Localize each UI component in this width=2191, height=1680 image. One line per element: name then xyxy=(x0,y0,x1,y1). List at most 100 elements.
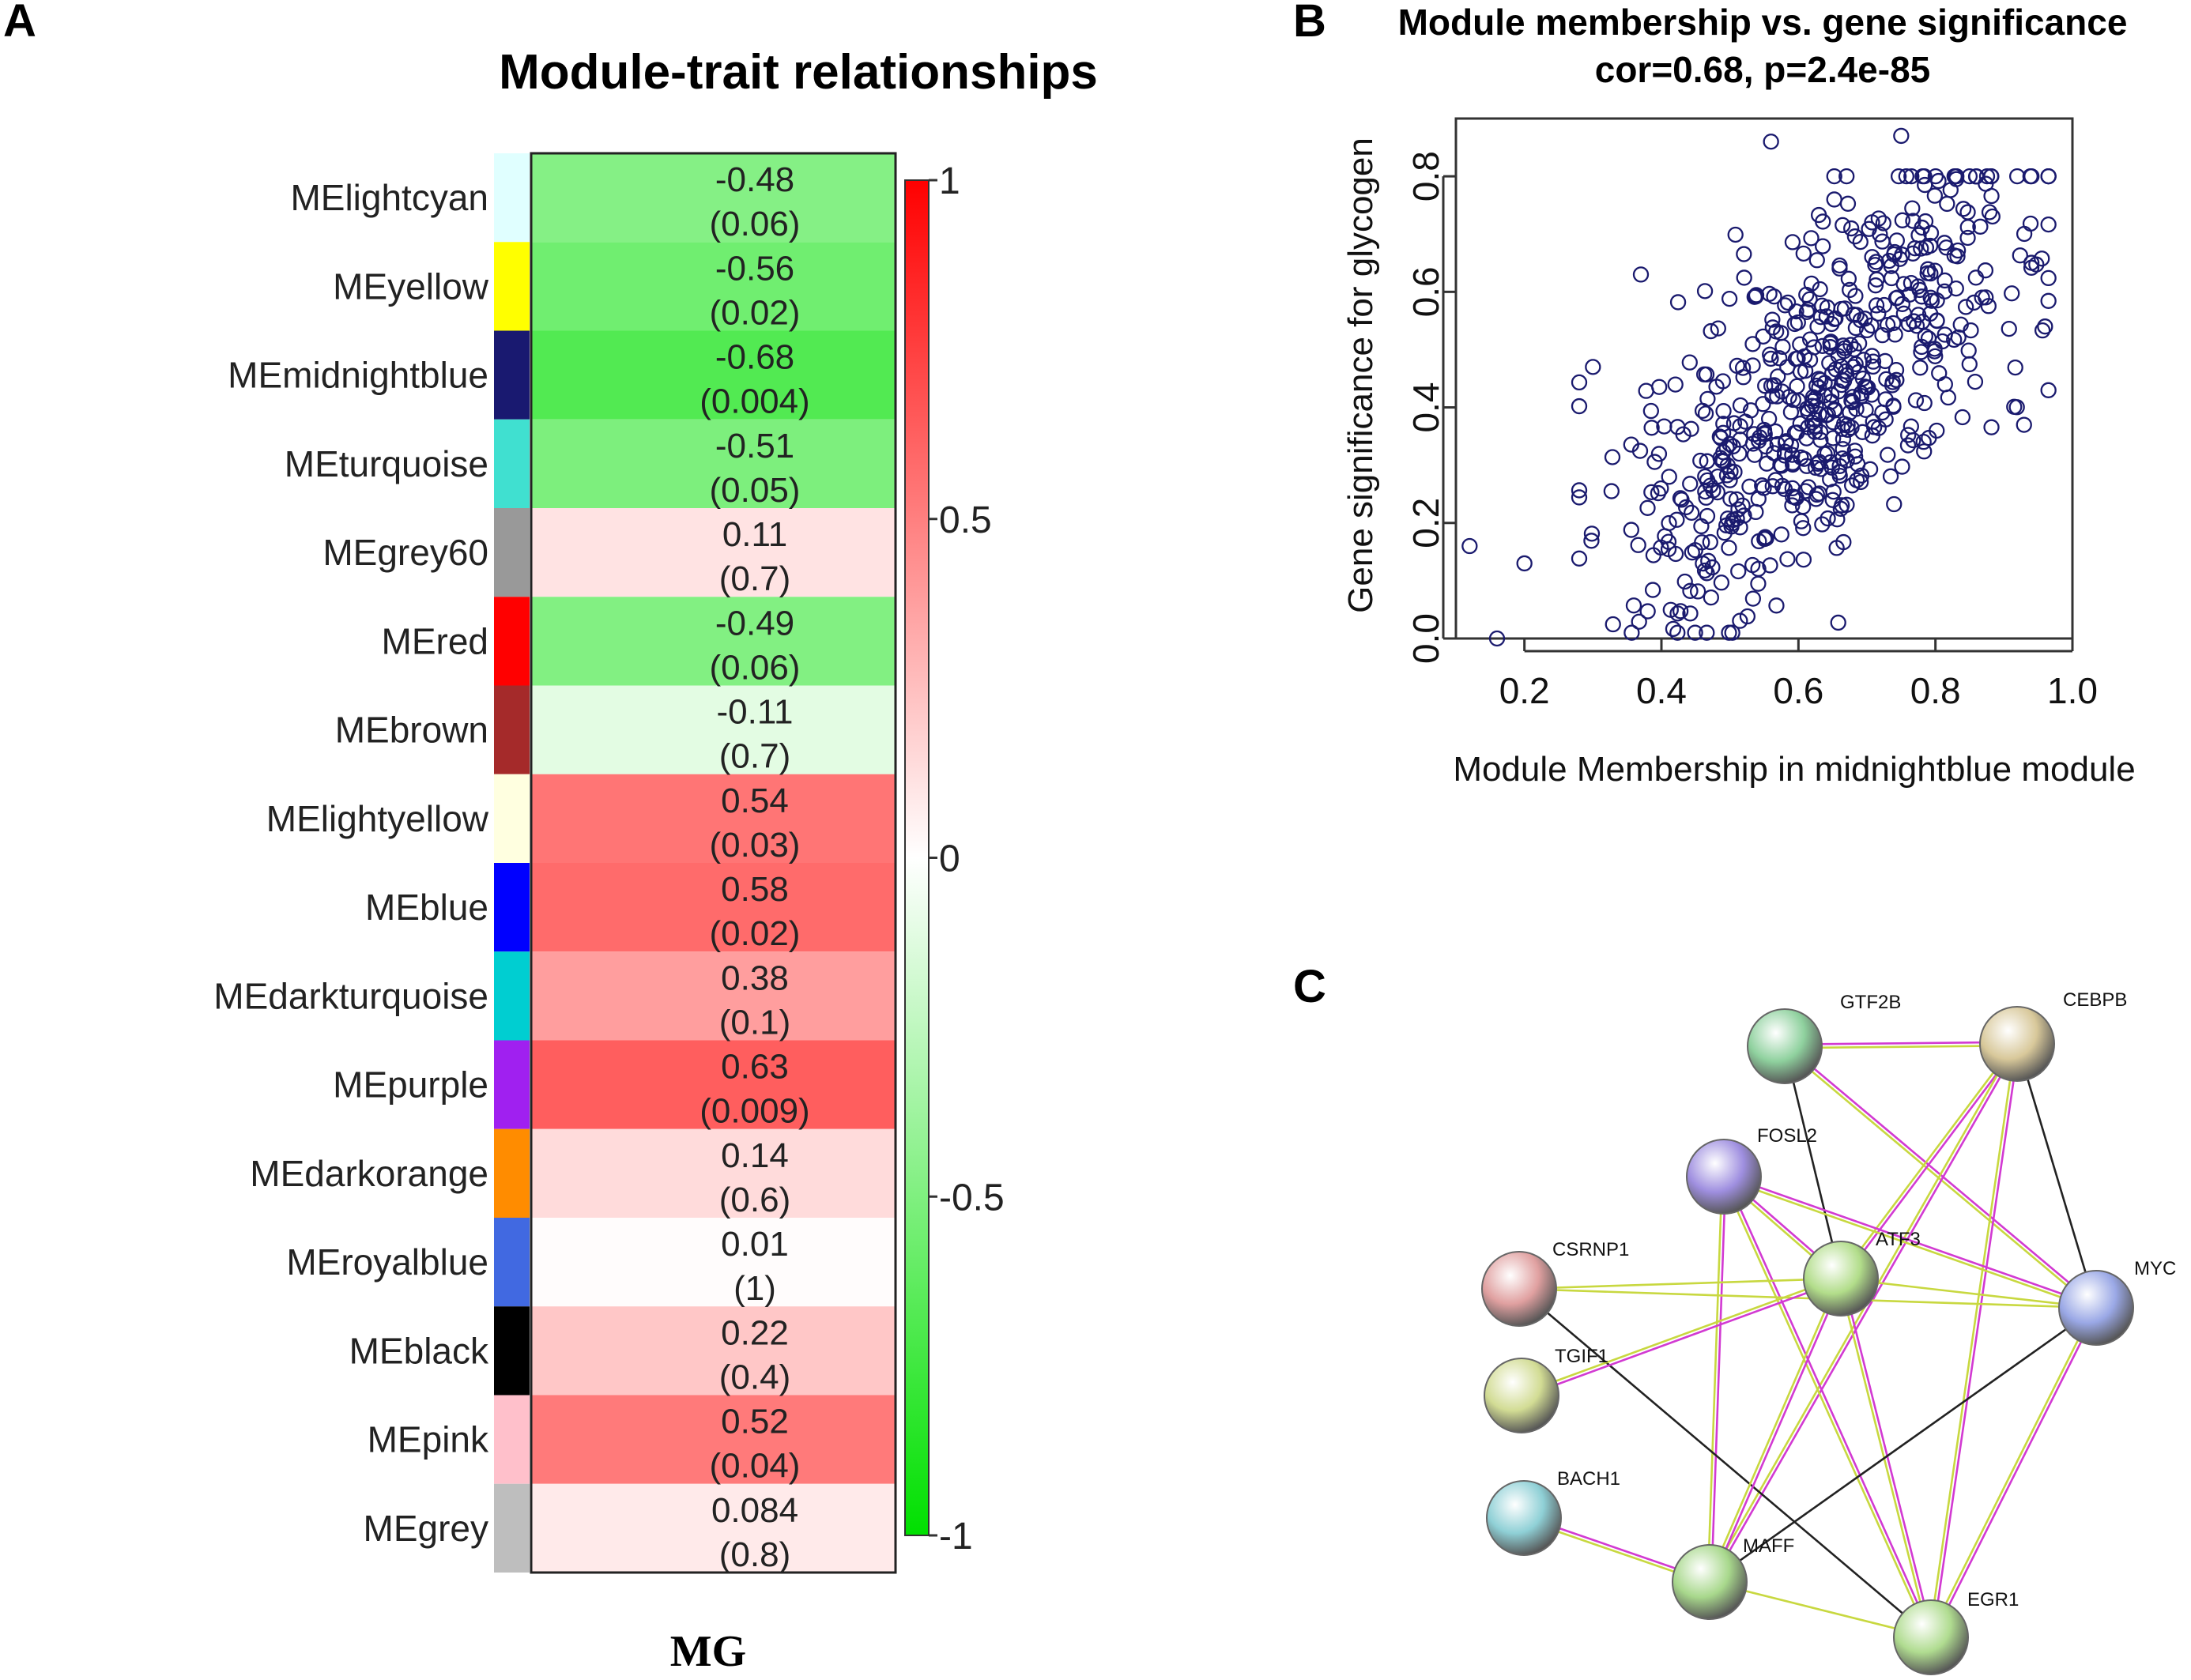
scatter-point xyxy=(1952,316,1969,333)
network-edge xyxy=(1709,1580,1932,1639)
scatter-point xyxy=(1955,201,1972,217)
scatter-point xyxy=(1689,583,1706,600)
cell-pvalue: (0.06) xyxy=(710,648,801,687)
scatter-subtitle: cor=0.68, p=2.4e-85 xyxy=(1595,49,1931,90)
scatter-point xyxy=(1954,409,1971,426)
cell-correlation: 0.63 xyxy=(721,1048,789,1087)
scatter-point xyxy=(1825,430,1842,446)
scatter-point xyxy=(1845,359,1862,375)
module-color-swatch xyxy=(494,508,530,597)
scatter-point xyxy=(1942,182,1959,198)
scatter-point xyxy=(1787,350,1804,367)
scatter-point xyxy=(1842,281,1858,299)
scatter-point xyxy=(1886,495,1903,513)
node-label-bach1: BACH1 xyxy=(1557,1468,1620,1490)
scatter-point xyxy=(1630,537,1646,553)
scatter-point xyxy=(1710,468,1726,485)
scatter-point xyxy=(1893,127,1910,145)
scatter-point xyxy=(1800,419,1816,435)
colorbar xyxy=(904,179,930,1536)
x-tick-label: 0.6 xyxy=(1773,670,1823,711)
cell-correlation: -0.11 xyxy=(716,693,793,732)
scatter-point xyxy=(1639,603,1656,620)
panel-letter-b: B xyxy=(1293,0,1326,47)
scatter-point xyxy=(1883,258,1899,274)
scatter-point xyxy=(1948,280,1964,297)
network-edge xyxy=(1722,1177,2096,1311)
scatter-point xyxy=(1773,325,1789,341)
scatter-point xyxy=(1903,168,1920,185)
scatter-point xyxy=(1696,283,1714,299)
scatter-point xyxy=(1870,210,1887,227)
scatter-point xyxy=(1713,574,1730,591)
scatter-point xyxy=(1779,294,1797,311)
scatter-point xyxy=(1804,393,1821,409)
scatter-point xyxy=(1653,480,1669,497)
heatmap-cell xyxy=(531,242,896,331)
scatter-point xyxy=(1920,330,1937,347)
scatter-point xyxy=(1693,518,1710,535)
scatter-point xyxy=(1819,445,1836,461)
network-nodes: GTF2B CEBPB FOSL2 CSRNP1 ATF3 MYC TGIF1 BACH1 MA… xyxy=(1481,989,2176,1675)
scatter-point xyxy=(1715,403,1732,420)
scatter-point xyxy=(1798,303,1816,321)
colorbar-tick-label: -0.5 xyxy=(939,1177,1005,1219)
scatter-point xyxy=(1773,526,1789,543)
scatter-point xyxy=(1779,551,1796,567)
scatter-point xyxy=(1605,616,1621,633)
scatter-point xyxy=(1684,544,1700,561)
module-color-swatch xyxy=(494,1395,530,1484)
scatter-point xyxy=(1910,307,1927,323)
scatter-point xyxy=(1583,525,1601,542)
panel-letter-a: A xyxy=(3,0,36,47)
heatmap-cell xyxy=(531,685,896,774)
module-label: MEbrown xyxy=(335,710,488,751)
scatter-point xyxy=(1820,510,1836,527)
scatter-point xyxy=(1885,397,1902,414)
cell-pvalue: (0.04) xyxy=(710,1447,801,1486)
scatter-point xyxy=(1764,311,1781,328)
scatter-point xyxy=(1697,405,1714,422)
module-label: MEmidnightblue xyxy=(228,355,488,396)
scatter-point xyxy=(1669,624,1686,641)
scatter-point xyxy=(1807,390,1823,407)
scatter-point xyxy=(1623,522,1639,538)
network-edge xyxy=(1706,1277,1841,1582)
node-myc xyxy=(2058,1270,2134,1346)
scatter-point xyxy=(1771,350,1788,367)
node-atf3 xyxy=(1803,1241,1879,1317)
scatter-point xyxy=(1978,289,1994,306)
scatter-point xyxy=(1826,402,1843,419)
scatter-point xyxy=(1730,563,1747,580)
scatter-point xyxy=(1876,352,1894,370)
scatter-point xyxy=(1488,630,1506,647)
cell-pvalue: (0.4) xyxy=(719,1358,790,1396)
scatter-point xyxy=(1769,435,1786,453)
scatter-point xyxy=(1826,168,1842,185)
cell-correlation: 0.01 xyxy=(721,1225,789,1264)
module-color-swatch xyxy=(494,1128,530,1218)
scatter-point xyxy=(1816,375,1833,391)
scatter-point xyxy=(1638,382,1654,399)
module-color-swatch xyxy=(494,1306,530,1396)
scatter-point xyxy=(1642,402,1659,420)
scatter-point xyxy=(1585,359,1601,375)
scatter-point xyxy=(2040,216,2057,233)
scatter-point xyxy=(1921,305,1939,322)
colorbar-tick-label: 0.5 xyxy=(939,499,992,541)
scatter-point xyxy=(1835,217,1851,234)
scatter-point xyxy=(1984,208,2001,225)
scatter-point xyxy=(1846,448,1864,465)
scatter-point xyxy=(1907,392,1925,409)
module-label: MEturquoise xyxy=(285,443,488,484)
scatter-point xyxy=(1900,315,1918,333)
scatter-point xyxy=(2022,215,2039,232)
scatter-point xyxy=(1834,497,1850,514)
cell-correlation: 0.54 xyxy=(721,782,789,820)
scatter-point xyxy=(1715,444,1732,461)
scatter-point xyxy=(1571,482,1588,499)
scatter-point xyxy=(1571,397,1588,415)
scatter-point xyxy=(1850,335,1868,352)
node-tgif1 xyxy=(1484,1358,1559,1433)
scatter-point xyxy=(1657,528,1673,544)
